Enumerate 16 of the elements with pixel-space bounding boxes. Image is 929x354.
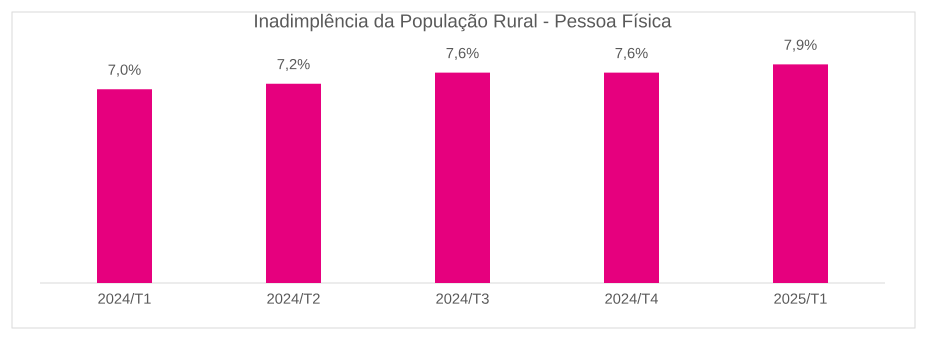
x-tick-label: 2024/T2	[267, 293, 320, 304]
x-tick-label: 2024/T1	[98, 293, 151, 304]
x-tick-label: 2024/T3	[436, 293, 489, 304]
data-label: 7,9%	[784, 40, 817, 52]
x-tick-label: 2025/T1	[774, 293, 827, 304]
data-label: 7,6%	[616, 48, 648, 60]
data-label: 7,0%	[108, 64, 141, 77]
bar	[97, 89, 152, 284]
bar	[773, 64, 828, 284]
bar	[604, 72, 659, 284]
bar	[435, 72, 490, 284]
chart-title: Inadimplência da População Rural - Pessoa Física	[255, 14, 672, 32]
bar	[266, 84, 321, 284]
data-label: 7,2%	[278, 58, 310, 72]
data-label: 7,6%	[446, 48, 479, 60]
x-tick-label: 2024/T4	[605, 293, 658, 304]
